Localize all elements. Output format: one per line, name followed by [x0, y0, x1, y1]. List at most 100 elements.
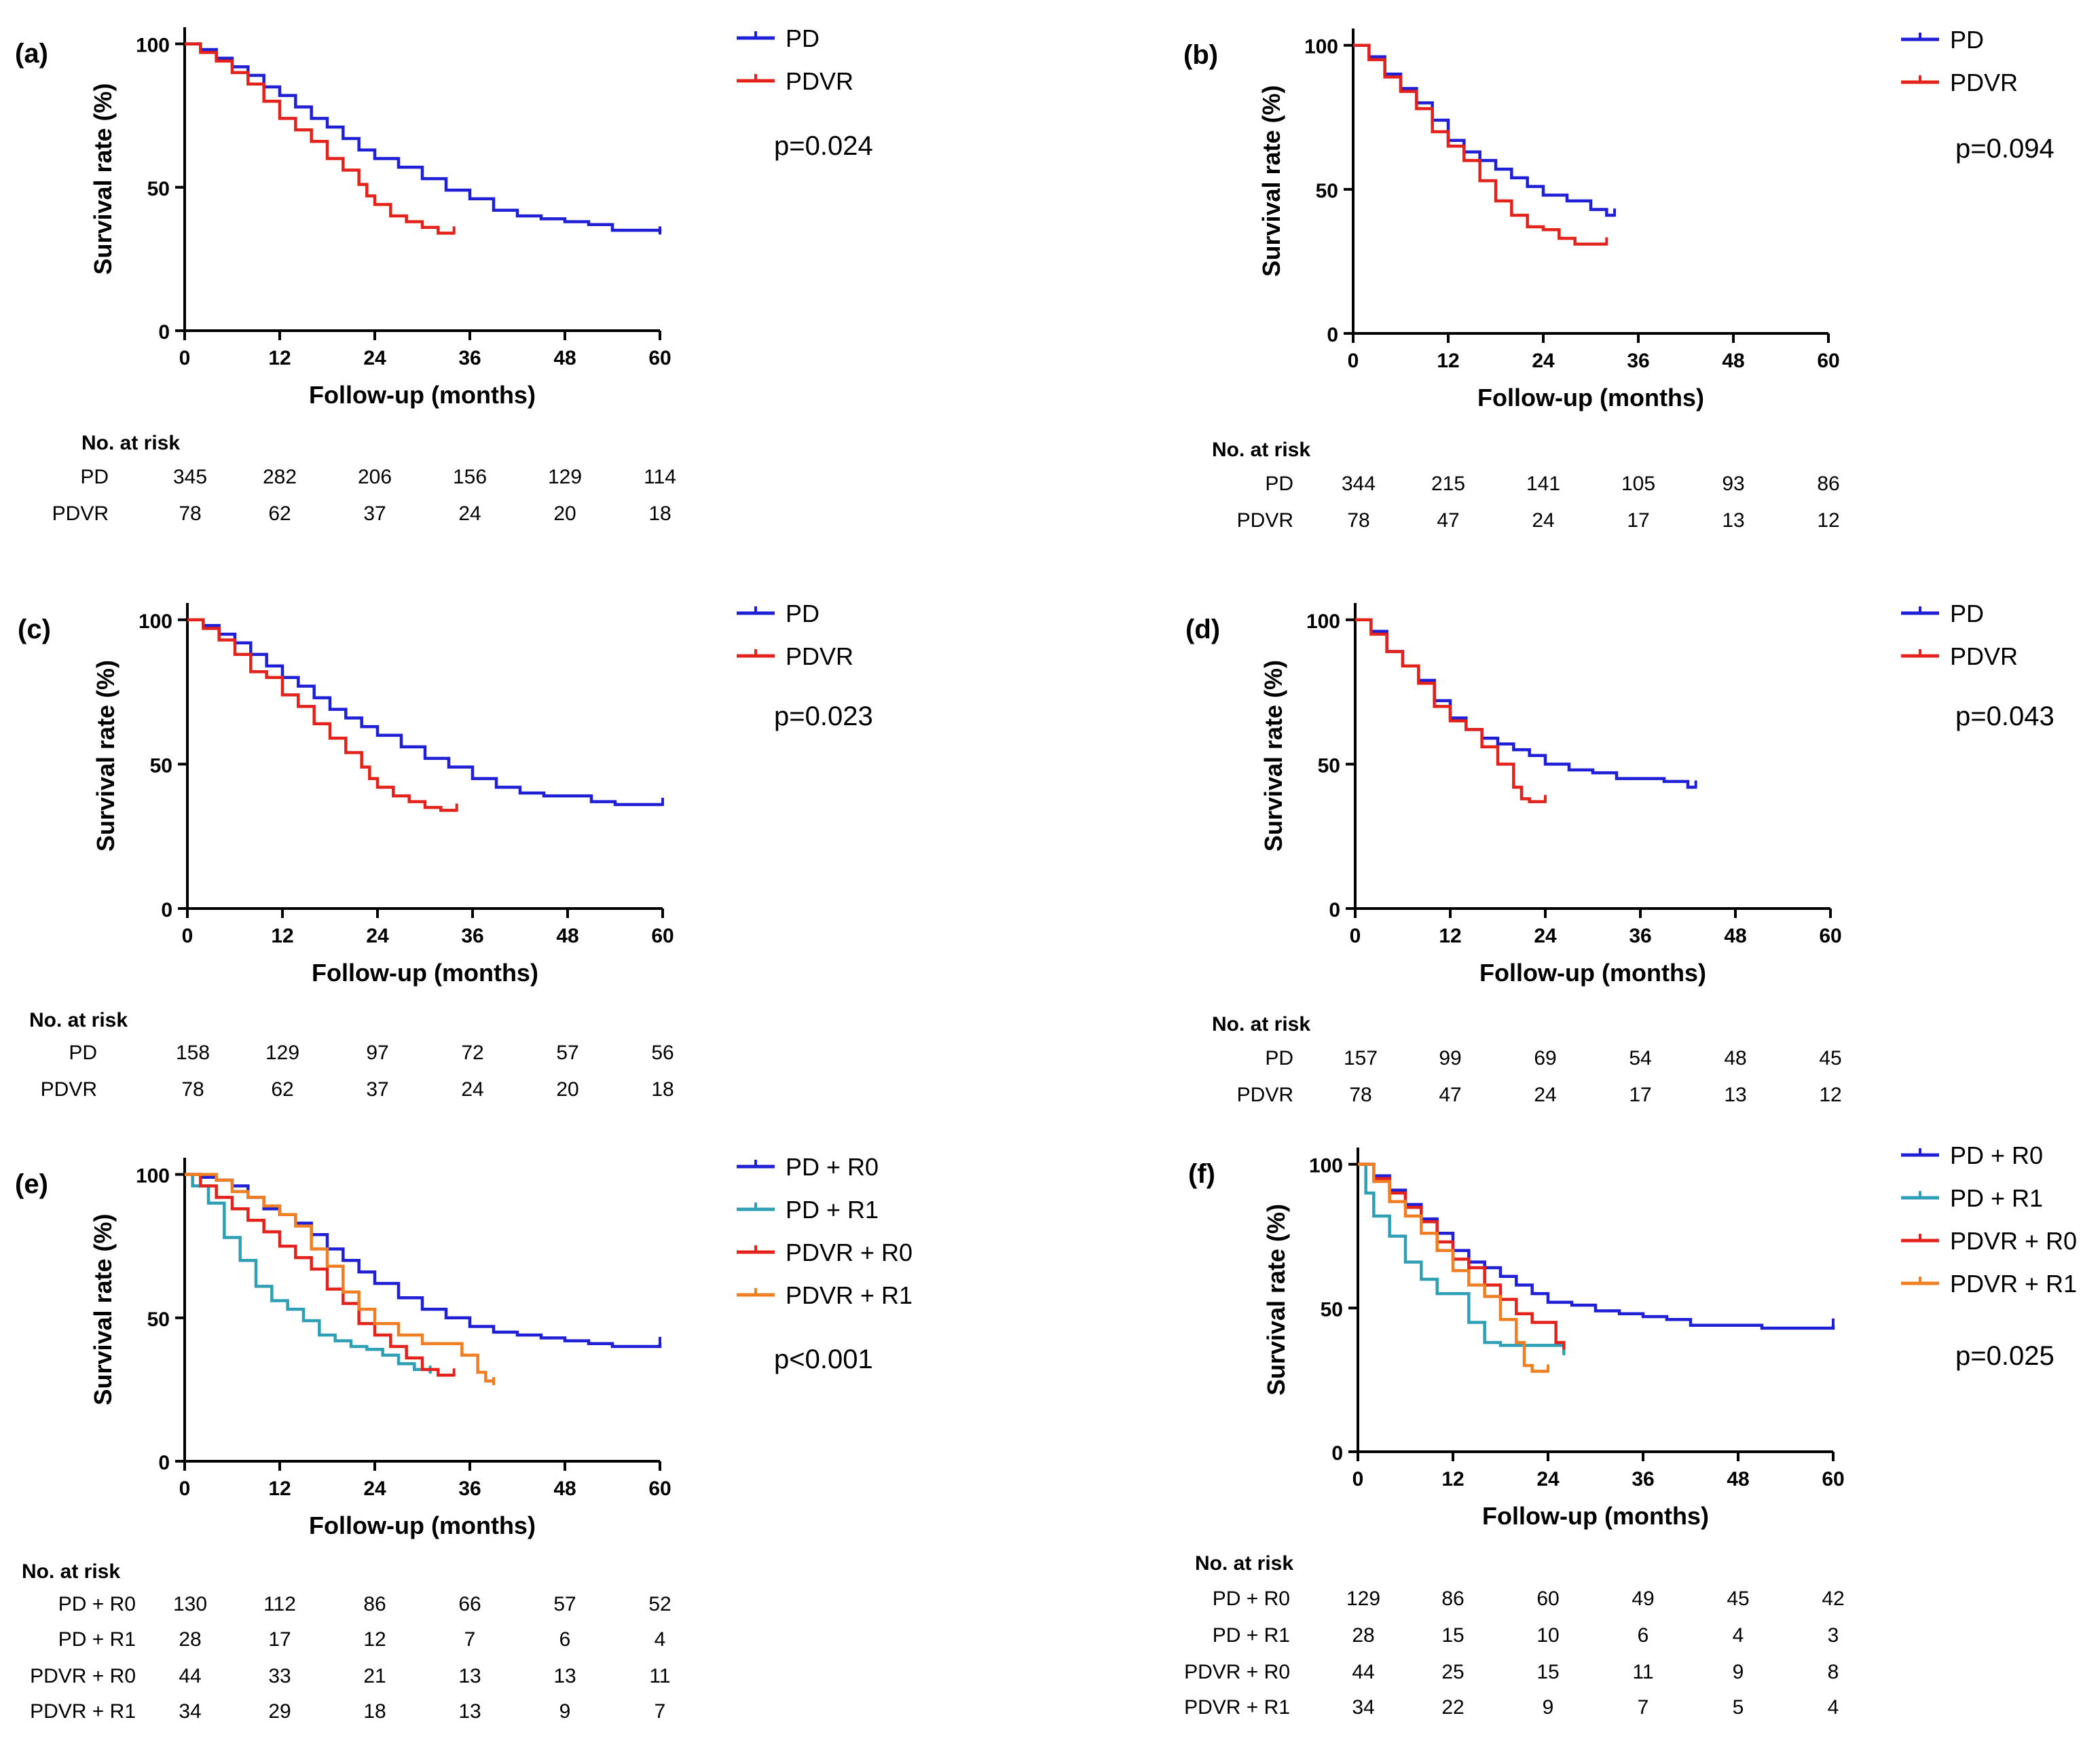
y-tick-label: 100: [136, 35, 170, 57]
x-tick-label: 0: [182, 925, 194, 947]
risk-row-label: PDVR: [41, 1078, 97, 1101]
risk-cell: 37: [366, 1078, 388, 1101]
risk-cell: 57: [553, 1593, 576, 1615]
risk-cell: 344: [1342, 473, 1376, 495]
panel-label: (a): [15, 39, 48, 69]
y-tick-label: 50: [150, 754, 172, 777]
x-tick-label: 48: [1724, 925, 1746, 947]
risk-cell: 10: [1536, 1624, 1559, 1647]
legend-label-pdvr: PDVR: [1950, 642, 2018, 670]
risk-cell: 158: [176, 1042, 210, 1064]
series-line-pdvr-r1: [1358, 1162, 1548, 1373]
x-tick-label: 24: [1534, 925, 1557, 947]
x-tick-label: 60: [651, 925, 674, 947]
risk-table-title: No. at risk: [1212, 439, 1310, 461]
x-tick-label: 36: [458, 1478, 481, 1500]
p-value: p=0.094: [1955, 134, 2055, 164]
risk-row-label: PDVR: [52, 502, 109, 525]
risk-cell: 99: [1439, 1047, 1461, 1069]
risk-cell: 21: [363, 1665, 386, 1687]
legend-label-pdvr: PDVR: [786, 642, 853, 670]
risk-cell: 24: [458, 502, 481, 525]
x-tick-label: 36: [1627, 350, 1649, 372]
y-tick-label: 50: [1318, 754, 1340, 777]
panel-b: (b) 0 50 100 0 12 24 36 48 60 Follow-up (months) Su…: [1183, 26, 2055, 532]
risk-cell: 20: [553, 502, 576, 525]
risk-table-title: No. at risk: [29, 1009, 128, 1031]
risk-row-label: PDVR: [1237, 1084, 1293, 1106]
risk-row-label: PDVR: [1237, 509, 1293, 532]
series-line-pdvr-r1: [185, 1173, 496, 1384]
risk-cell: 11: [1632, 1661, 1653, 1683]
risk-cell: 49: [1632, 1588, 1654, 1610]
x-tick-label: 48: [1722, 350, 1744, 372]
y-tick-label: 100: [139, 610, 172, 633]
x-tick-label: 0: [179, 347, 191, 369]
x-tick-label: 0: [1348, 350, 1359, 372]
legend-label-pdvr-r0: PDVR + R0: [786, 1239, 913, 1266]
risk-cell: 37: [363, 502, 386, 525]
x-tick-label: 36: [461, 925, 483, 947]
panel-a: (a) 0 50 100 0 12 24 36 48 60 Follow-up (months) Su…: [15, 24, 873, 525]
risk-cell: 156: [453, 466, 487, 488]
risk-table-title: No. at risk: [1212, 1013, 1310, 1036]
panel-d: (d) 0 50 100 0 12 24 36 48 60 Follow-up (months) Su…: [1185, 600, 2055, 1106]
x-axis-title: Follow-up (months): [1479, 959, 1706, 987]
risk-cell: 9: [559, 1700, 571, 1723]
risk-row-label: PDVR + R1: [30, 1700, 136, 1723]
x-tick-label: 48: [553, 1478, 576, 1500]
y-tick-label: 0: [158, 1452, 170, 1474]
legend-label-pdvr: PDVR: [1950, 69, 2018, 96]
risk-cell: 13: [1724, 1084, 1746, 1106]
risk-cell: 105: [1621, 473, 1655, 495]
x-tick-label: 12: [1437, 350, 1459, 372]
risk-row-label: PD: [1265, 473, 1293, 495]
panel-label: (c): [18, 615, 51, 644]
risk-cell: 4: [1733, 1624, 1744, 1647]
p-value: p=0.023: [774, 701, 873, 731]
y-tick-label: 0: [1329, 899, 1340, 921]
panel-c: (c) 0 50 100 0 12 24 36 48 60 Follow-up (months) Su…: [18, 600, 873, 1101]
risk-cell: 5: [1733, 1696, 1744, 1719]
risk-cell: 114: [644, 466, 676, 488]
risk-cell: 12: [363, 1628, 386, 1651]
x-tick-label: 60: [1819, 925, 1841, 947]
x-tick-label: 60: [648, 1478, 671, 1500]
x-tick-label: 60: [1817, 350, 1839, 372]
p-value: p=0.024: [774, 131, 873, 161]
risk-cell: 34: [1352, 1696, 1374, 1719]
risk-cell: 69: [1534, 1047, 1556, 1069]
panel-e: (e) 0 50 100 0 12 24 36 48 60 Follow-up (months) Su…: [15, 1153, 913, 1723]
risk-cell: 28: [179, 1628, 201, 1651]
risk-cell: 18: [363, 1700, 386, 1723]
panel-label: (f): [1188, 1159, 1215, 1189]
risk-cell: 3: [1828, 1624, 1839, 1647]
risk-row-label: PD: [69, 1042, 97, 1064]
risk-cell: 34: [179, 1700, 201, 1723]
y-tick-label: 100: [1309, 1155, 1343, 1177]
x-axis-title: Follow-up (months): [309, 1511, 536, 1539]
y-tick-label: 0: [1331, 1442, 1343, 1465]
risk-cell: 47: [1439, 1084, 1461, 1106]
y-tick-label: 100: [1306, 610, 1340, 633]
risk-cell: 12: [1817, 509, 1839, 532]
series-line-pdvr: [185, 42, 454, 235]
x-tick-label: 0: [1350, 925, 1361, 947]
series-line-pd: [1355, 618, 1696, 789]
y-axis-title: Survival rate (%): [1257, 85, 1285, 276]
risk-cell: 54: [1629, 1047, 1651, 1069]
x-tick-label: 12: [1441, 1468, 1464, 1490]
x-tick-label: 12: [268, 347, 291, 369]
risk-cell: 17: [1629, 1084, 1651, 1106]
risk-cell: 78: [179, 502, 201, 525]
risk-cell: 141: [1526, 473, 1560, 495]
risk-cell: 62: [271, 1078, 293, 1101]
risk-table-title: No. at risk: [1195, 1552, 1293, 1575]
risk-cell: 60: [1536, 1588, 1559, 1610]
y-tick-label: 0: [1327, 324, 1338, 346]
risk-cell: 33: [268, 1665, 291, 1687]
panel-label: (b): [1183, 40, 1218, 70]
x-tick-label: 48: [1727, 1468, 1749, 1490]
risk-cell: 42: [1822, 1588, 1844, 1610]
risk-row-label: PDVR + R0: [30, 1665, 136, 1687]
